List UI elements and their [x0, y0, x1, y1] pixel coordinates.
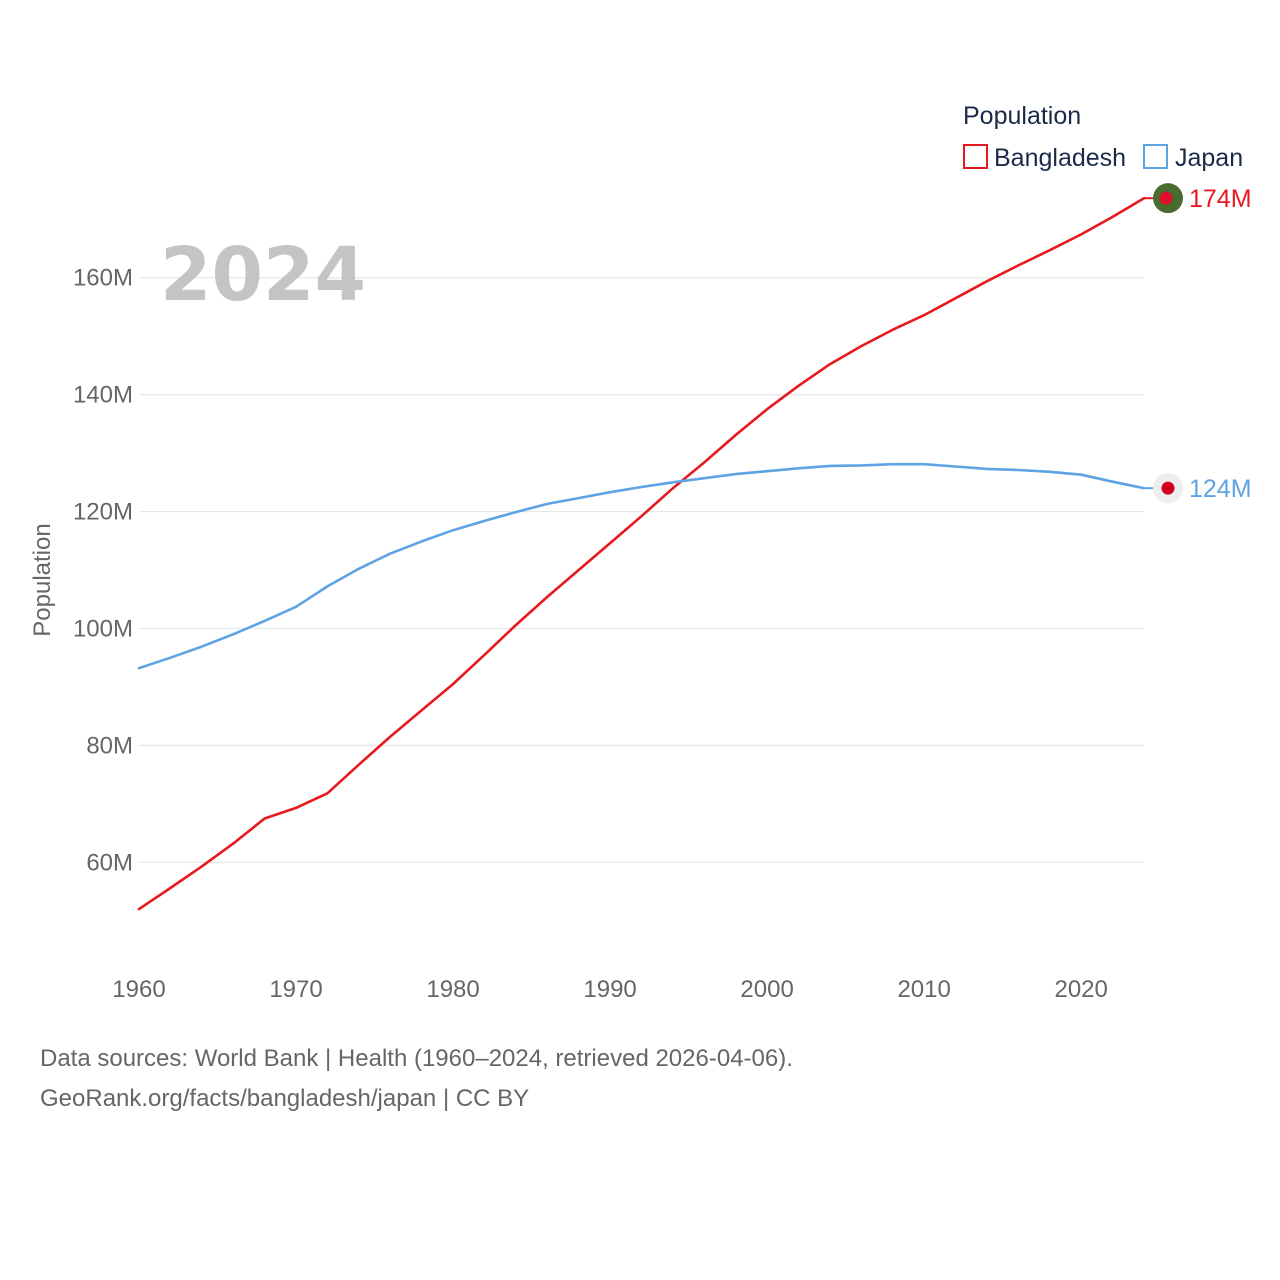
x-tick-label: 1970 [269, 976, 322, 1003]
series-line-bangladesh[interactable] [137, 196, 1146, 911]
y-tick-label: 80M [86, 732, 133, 759]
year-label: 2024 [160, 232, 366, 318]
y-tick-label: 140M [73, 382, 133, 409]
legend-title: Population [963, 102, 1081, 130]
series-lines [137, 196, 1146, 911]
end-label-bangladesh: 174M [1189, 185, 1252, 213]
legend: Population Bangladesh Japan [963, 102, 1243, 172]
x-tick-label: 1960 [112, 976, 165, 1003]
y-tick-label: 60M [86, 849, 133, 876]
legend-item-japan[interactable]: Japan [1143, 144, 1243, 172]
end-label-japan: 124M [1189, 475, 1252, 503]
legend-swatch-japan [1143, 144, 1168, 169]
series-line-japan[interactable] [137, 462, 1146, 670]
x-tick-label: 1980 [426, 976, 479, 1003]
grid-lines [139, 277, 1144, 863]
y-axis-ticks: 60M 80M 100M 120M 140M 160M [73, 265, 133, 877]
legend-swatch-bangladesh [963, 144, 988, 169]
x-tick-label: 1990 [583, 976, 636, 1003]
legend-label-bangladesh: Bangladesh [994, 144, 1126, 172]
legend-label-japan: Japan [1175, 144, 1243, 172]
x-axis-ticks: 1960 1970 1980 1990 2000 2010 2020 [112, 976, 1108, 1003]
japan-flag-icon [1153, 473, 1183, 504]
y-tick-label: 120M [73, 499, 133, 526]
legend-item-bangladesh[interactable]: Bangladesh [963, 144, 1126, 172]
bangladesh-flag-icon [1153, 183, 1183, 214]
y-axis-title: Population [29, 523, 56, 636]
y-tick-label: 100M [73, 615, 133, 642]
footer-link[interactable]: GeoRank.org/facts/bangladesh/japan | CC … [40, 1085, 530, 1112]
x-tick-label: 2010 [897, 976, 950, 1003]
x-tick-label: 2020 [1054, 976, 1107, 1003]
footer-sources: Data sources: World Bank | Health (1960–… [40, 1045, 793, 1072]
y-tick-label: 160M [73, 265, 133, 292]
end-markers: 174M 124M [1144, 183, 1252, 504]
x-tick-label: 2000 [740, 976, 793, 1003]
